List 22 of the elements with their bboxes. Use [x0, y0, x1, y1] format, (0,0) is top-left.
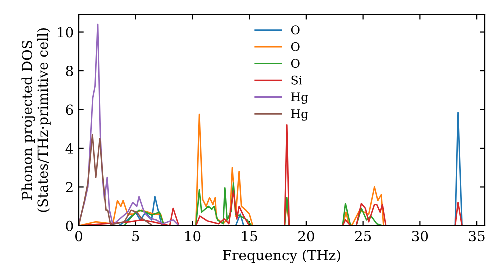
legend-label: Si: [292, 76, 302, 85]
y-tick-label: 8: [66, 66, 74, 76]
x-tick-label: 10: [186, 231, 201, 242]
x-tick-label: 5: [132, 231, 140, 242]
x-axis-title: Frequency (THz): [223, 250, 340, 264]
x-tick-label: 25: [355, 231, 372, 242]
x-tick-label: 30: [412, 231, 428, 242]
legend-label: Hg: [291, 92, 308, 104]
y-tick-label: 6: [66, 104, 74, 116]
y-tick-label: 2: [66, 182, 73, 192]
x-tick-label: 20: [298, 231, 314, 242]
y-axis-title: Phonon projected DOS (States/THz·primitive cell): [22, 28, 51, 212]
x-tick-label: 35: [469, 231, 485, 242]
legend-label: Hg: [291, 110, 308, 121]
y-tick-label: 10: [58, 27, 74, 38]
y-tick-label: 4: [66, 143, 74, 154]
legend-label: O: [291, 26, 300, 35]
x-tick-label: 15: [242, 231, 258, 242]
y-tick-label: 0: [66, 220, 74, 232]
legend-label: O: [291, 42, 300, 52]
x-tick-label: 0: [75, 231, 82, 242]
legend-label: O: [291, 59, 300, 68]
